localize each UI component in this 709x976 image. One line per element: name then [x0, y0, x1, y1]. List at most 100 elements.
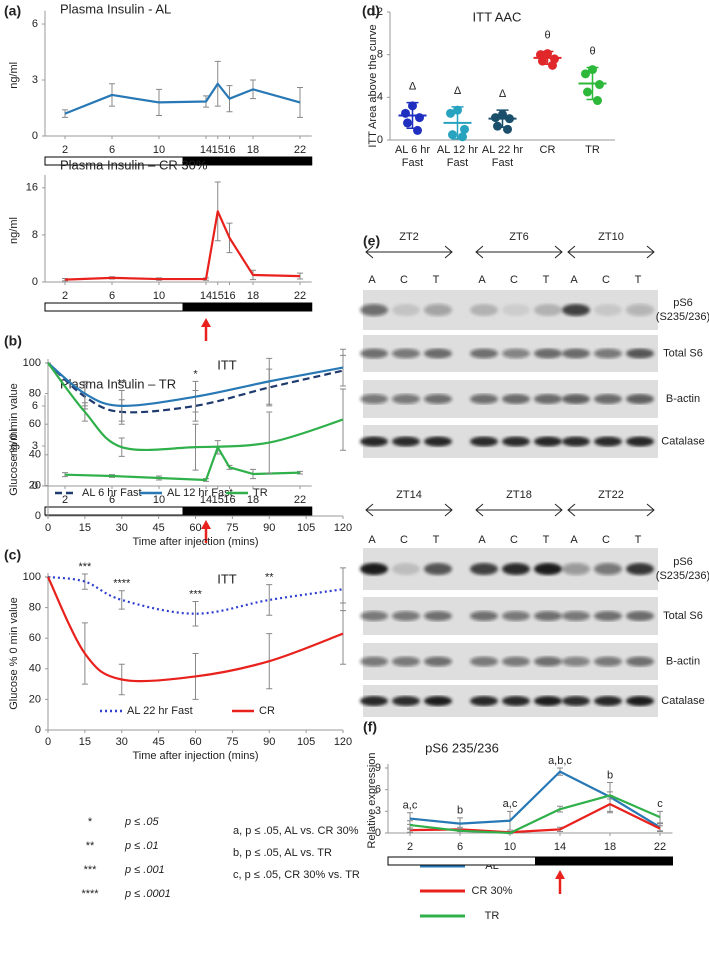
row-label: Total S6 [663, 610, 703, 622]
panel-label: (b) [4, 333, 22, 349]
feeding-arrow-head [201, 520, 211, 529]
blot-band [594, 394, 622, 404]
annotation: *** [78, 561, 92, 573]
blot-band [562, 696, 590, 706]
y-tick-label: 0 [377, 134, 383, 146]
x-tick-label: TR [585, 144, 600, 156]
y-tick-label: 6 [32, 18, 38, 30]
x-tick-label: 120 [334, 736, 352, 748]
error-bar [407, 820, 413, 830]
data-point [415, 113, 424, 123]
row-label: Catalase [661, 435, 704, 447]
blot-band [502, 394, 530, 404]
blot-band [626, 436, 654, 447]
blot-band [594, 696, 622, 706]
x-tick-label: 22 [654, 841, 666, 853]
blot-band [470, 394, 498, 404]
x-tick-label: 14 [554, 841, 566, 853]
x-tick-label: 22 [294, 290, 306, 302]
x-tick-label: 30 [116, 522, 128, 534]
y-axis-label: Relative expression [366, 753, 378, 849]
blot-band [626, 563, 654, 575]
y-tick-label: 0 [35, 724, 41, 736]
note-text: p ≤ .01 [124, 840, 159, 852]
blot-band [594, 656, 622, 667]
x-tick-label: 2 [407, 841, 413, 853]
y-axis-label: Glucose % 0 min value [8, 383, 20, 496]
x-tick-label: 75 [226, 522, 238, 534]
blot-band [562, 348, 590, 359]
y-axis-label: ng/ml [8, 429, 20, 456]
x-tick-label: 10 [153, 144, 165, 156]
dark-period [182, 157, 312, 165]
x-axis-label: Time after injection (mins) [132, 536, 258, 548]
blot-band [534, 656, 562, 667]
series-line [64, 82, 301, 115]
y-tick-label: 80 [29, 388, 41, 400]
lane-label: A [478, 274, 486, 286]
x-tick-label: 22 [294, 144, 306, 156]
data-point [493, 121, 502, 131]
lane-label: C [602, 534, 610, 546]
series-line [409, 770, 661, 829]
x-tick-label: 0 [45, 522, 51, 534]
chart-title: Plasma Insulin – TR [60, 376, 176, 391]
annotation: * [193, 368, 198, 380]
lane-label: C [510, 274, 518, 286]
blot-band [392, 304, 420, 316]
annotation: Δ [499, 88, 507, 100]
x-tick-label: AL 12 hr Fast [436, 144, 479, 169]
blot-band [470, 304, 498, 316]
lane-label: C [400, 534, 408, 546]
data-point [548, 60, 557, 70]
y-tick-label: 3 [375, 805, 381, 817]
blot-band [424, 696, 452, 706]
error-bar [118, 590, 125, 610]
y-tick-label: 40 [29, 663, 41, 675]
x-tick-label: CR [539, 144, 556, 156]
blot-band [392, 696, 420, 706]
blot-band [562, 394, 590, 404]
blot-band [626, 696, 654, 706]
blot-band [534, 563, 562, 575]
x-tick-label: 30 [116, 736, 128, 748]
blot-band [502, 656, 530, 667]
x-tick-label: 15 [212, 290, 224, 302]
y-tick-label: 9 [375, 762, 381, 774]
blot-band [502, 436, 530, 447]
blot-band [534, 394, 562, 404]
group-arrow [365, 245, 453, 259]
x-tick-label: 90 [263, 736, 275, 748]
blot-band [534, 348, 562, 359]
feeding-arrow-head [201, 318, 211, 327]
annotation: Δ [454, 85, 462, 97]
y-tick-label: 0 [32, 130, 38, 142]
y-axis-label: ng/ml [8, 217, 20, 244]
blot-band [502, 348, 530, 359]
x-tick-label: 0 [45, 736, 51, 748]
series-line [47, 576, 344, 683]
panel-label: (a) [4, 3, 21, 19]
blot-band [626, 348, 654, 359]
note-symbol: *** [84, 864, 98, 876]
y-tick-label: 100 [23, 357, 41, 369]
y-tick-label: 6 [375, 784, 381, 796]
blot-band [424, 656, 452, 667]
y-tick-label: 0 [32, 480, 38, 492]
x-tick-label: 120 [334, 522, 352, 534]
y-tick-label: 80 [29, 602, 41, 614]
x-tick-label: AL 22 hr Fast [481, 144, 524, 169]
series-line [47, 362, 344, 414]
y-tick-label: 100 [23, 571, 41, 583]
y-tick-label: 16 [26, 182, 38, 194]
x-tick-label: 105 [297, 522, 315, 534]
blot-band [502, 611, 530, 621]
lane-label: A [478, 534, 486, 546]
blot-band [594, 436, 622, 447]
row-label: (S235/236) [656, 311, 709, 323]
lane-label: C [400, 274, 408, 286]
lane-label: T [635, 274, 642, 286]
series-line [64, 446, 301, 482]
row-label: (S235/236) [656, 570, 709, 582]
data-point [593, 96, 602, 106]
